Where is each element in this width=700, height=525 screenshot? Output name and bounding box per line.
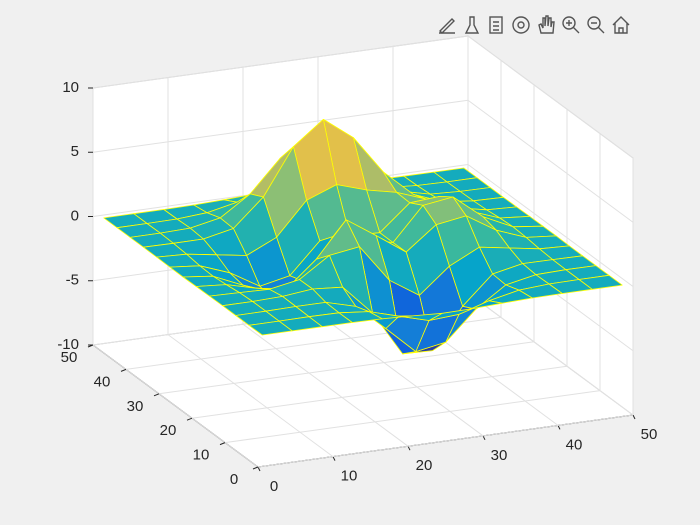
grid-line xyxy=(158,341,535,395)
toolbar-icon[interactable] xyxy=(464,16,480,34)
toolbar xyxy=(439,15,630,34)
z-tick-label: -10 xyxy=(57,336,79,353)
x-tick-label: 0 xyxy=(270,478,278,495)
toolbar-icon[interactable] xyxy=(512,16,530,34)
toolbar-icon[interactable] xyxy=(538,15,555,34)
grid-line xyxy=(224,390,601,444)
grid-line xyxy=(92,99,469,153)
toolbar-icon[interactable] xyxy=(612,16,630,34)
grid-line xyxy=(467,99,634,223)
x-tick-label: 10 xyxy=(341,468,358,485)
tick-mark xyxy=(219,442,226,446)
grid-line xyxy=(257,414,634,468)
x-tick-label: 40 xyxy=(566,436,583,453)
tick-mark xyxy=(252,466,259,470)
grid-line xyxy=(92,35,469,89)
tick-mark xyxy=(332,456,336,461)
tick-mark xyxy=(153,393,160,397)
tick-mark xyxy=(482,435,486,441)
grid-line xyxy=(191,365,568,419)
tick-mark xyxy=(186,417,193,421)
toolbar-icon[interactable] xyxy=(489,16,503,34)
grid-line xyxy=(467,292,634,416)
y-tick-label: 0 xyxy=(230,471,238,488)
tick-mark xyxy=(632,414,636,420)
y-tick-label: 20 xyxy=(160,422,177,439)
tick-mark xyxy=(407,445,411,451)
tick-mark xyxy=(120,368,127,372)
surface-face xyxy=(248,320,293,336)
x-tick-label: 20 xyxy=(416,457,433,474)
grid-line xyxy=(92,344,259,468)
y-tick-label: 40 xyxy=(94,373,111,390)
grid-line xyxy=(467,35,634,159)
z-tick-label: 0 xyxy=(71,207,79,224)
toolbar-icon[interactable] xyxy=(587,16,605,34)
x-tick-label: 30 xyxy=(491,447,508,464)
y-tick-label: 10 xyxy=(193,447,210,464)
grid-line xyxy=(317,313,484,437)
tick-mark xyxy=(557,425,561,430)
toolbar-icon[interactable] xyxy=(562,16,580,34)
z-tick-label: 5 xyxy=(71,143,79,160)
toolbar-icon[interactable] xyxy=(439,18,455,34)
grid-line xyxy=(167,334,334,458)
tick-mark xyxy=(257,466,261,472)
y-tick-label: 50 xyxy=(61,349,78,366)
x-tick-label: 50 xyxy=(641,426,658,443)
grid-line xyxy=(467,164,634,287)
z-tick-label: 10 xyxy=(62,79,79,96)
z-tick-label: -5 xyxy=(66,272,79,289)
y-tick-label: 30 xyxy=(127,398,144,415)
grid-line xyxy=(242,323,409,447)
